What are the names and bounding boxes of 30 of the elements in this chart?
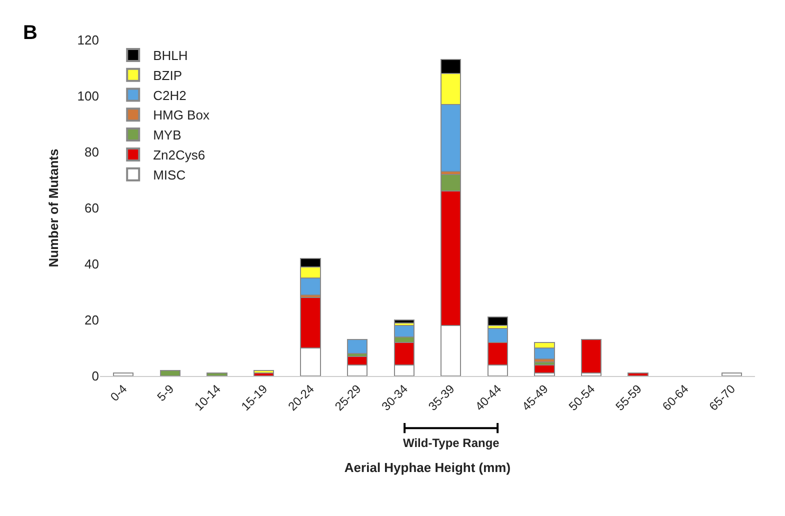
y-axis-title: Number of Mutants bbox=[46, 148, 62, 268]
bar bbox=[580, 339, 602, 374]
y-tick-label: 0 bbox=[92, 368, 99, 384]
x-tick-label: 5-9 bbox=[154, 382, 177, 404]
y-tick-label: 20 bbox=[84, 312, 99, 328]
bar bbox=[113, 372, 134, 376]
text: B bbox=[23, 22, 38, 44]
legend-label: C2H2 bbox=[153, 88, 186, 103]
y-tick-label: 120 bbox=[77, 32, 99, 48]
bar bbox=[487, 316, 508, 326]
bar bbox=[206, 372, 228, 376]
bar bbox=[347, 339, 368, 354]
y-tick-label: 100 bbox=[77, 88, 99, 104]
legend-label: MYB bbox=[153, 128, 182, 143]
y-tick-label: 40 bbox=[84, 256, 99, 272]
bar bbox=[721, 372, 742, 376]
legend-label: BZIP bbox=[153, 68, 182, 83]
legend-label: MISC bbox=[153, 167, 186, 182]
bar bbox=[628, 372, 648, 376]
y-tick-label: 80 bbox=[84, 144, 99, 160]
y-tick-label: 60 bbox=[84, 200, 99, 216]
legend-label: Zn2Cys6 bbox=[153, 148, 206, 163]
bar bbox=[160, 370, 180, 376]
text: Wild-Type Range bbox=[403, 436, 500, 450]
bar bbox=[253, 370, 274, 374]
x-tick-label: 0-4 bbox=[108, 382, 130, 404]
legend-label: HMG Box bbox=[153, 108, 210, 123]
bar bbox=[394, 320, 414, 324]
legend-label: BHLH bbox=[153, 48, 188, 64]
x-axis-title: Aerial Hyphae Height (mm) bbox=[344, 460, 511, 476]
